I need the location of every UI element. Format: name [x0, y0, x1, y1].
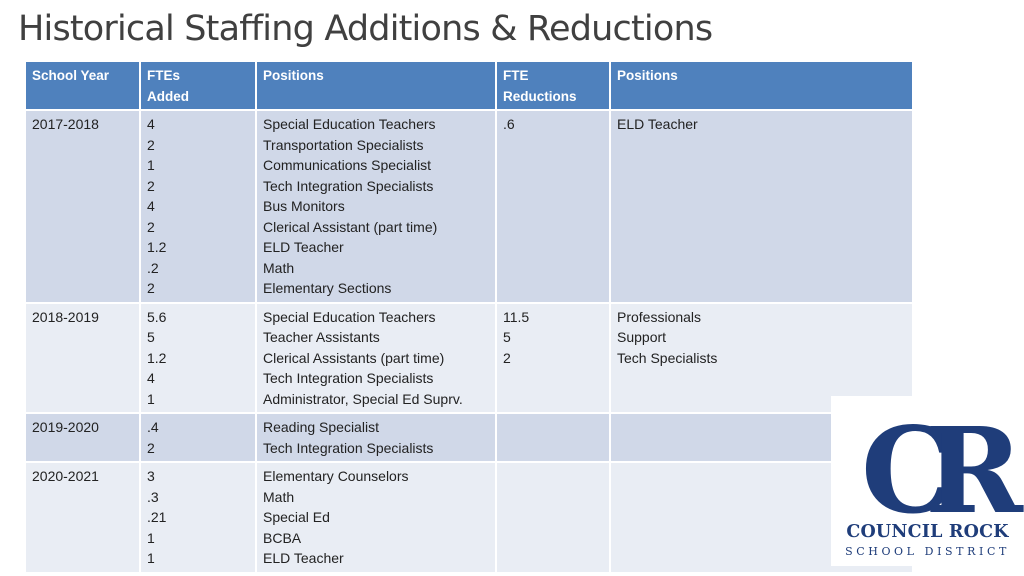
header-fte-reductions: FTE Reductions	[495, 60, 611, 111]
header-ftes-added: FTEs Added	[139, 60, 257, 111]
cell-fte-reductions	[495, 461, 611, 574]
table-row: 2017-2018 4 2 1 2 4 2 1.2.2 2 Special Education T…	[24, 109, 914, 304]
table-body: 2017-2018 4 2 1 2 4 2 1.2.2 2 Special Education T…	[24, 109, 914, 574]
cell-positions-added: Special Education Teachers Teacher Assist…	[255, 301, 497, 414]
cell-positions-reduced: ELD Teacher	[609, 109, 914, 304]
cell-ftes-added: 5.6 5 1.2 4 1	[139, 301, 257, 414]
header-positions-reduced: Positions	[609, 60, 914, 111]
table-row: 2019-2020.4 2 Reading Specialist Tech Integ…	[24, 412, 914, 463]
cell-ftes-added: 4 2 1 2 4 2 1.2.2 2	[139, 109, 257, 304]
cell-positions-added: Reading Specialist Tech Integration Speci…	[255, 412, 497, 463]
header-positions-added: Positions	[255, 60, 497, 111]
cell-school-year: 2017-2018	[24, 109, 141, 304]
header-school-year: School Year	[24, 60, 141, 111]
cell-school-year: 2019-2020	[24, 412, 141, 463]
cell-fte-reductions: 11.5 5 2	[495, 301, 611, 414]
cell-school-year: 2018-2019	[24, 301, 141, 414]
cell-positions-reduced: Professionals Support Tech Specialists	[609, 301, 914, 414]
logo-name: COUNCIL ROCK	[846, 522, 1009, 542]
cell-fte-reductions: .6	[495, 109, 611, 304]
cell-positions-added: Elementary Counselors Math Special Ed BCBA E…	[255, 461, 497, 574]
cell-ftes-added: .4 2	[139, 412, 257, 463]
cr-monogram-icon: CR	[861, 401, 1024, 522]
logo-letters: CR	[861, 401, 1024, 522]
table-row: 2018-2019 5.6 5 1.2 4 1 Special Education Teac…	[24, 301, 914, 414]
district-logo: CR COUNCIL ROCK SCHOOL DISTRICT	[831, 396, 1024, 566]
logo-subtitle: SCHOOL DISTRICT	[845, 545, 1010, 558]
table-row: 2020-2021 3.3.21 1 1 Elementary Counselors Ma…	[24, 461, 914, 574]
cell-fte-reductions	[495, 412, 611, 463]
staffing-table: School Year FTEs Added Positions FTE Red…	[24, 60, 914, 574]
cell-ftes-added: 3.3.21 1 1	[139, 461, 257, 574]
cell-positions-added: Special Education Teachers Transportation…	[255, 109, 497, 304]
table-header-row: School Year FTEs Added Positions FTE Red…	[24, 60, 914, 111]
cell-school-year: 2020-2021	[24, 461, 141, 574]
slide-title: Historical Staffing Additions & Reductio…	[18, 9, 713, 49]
